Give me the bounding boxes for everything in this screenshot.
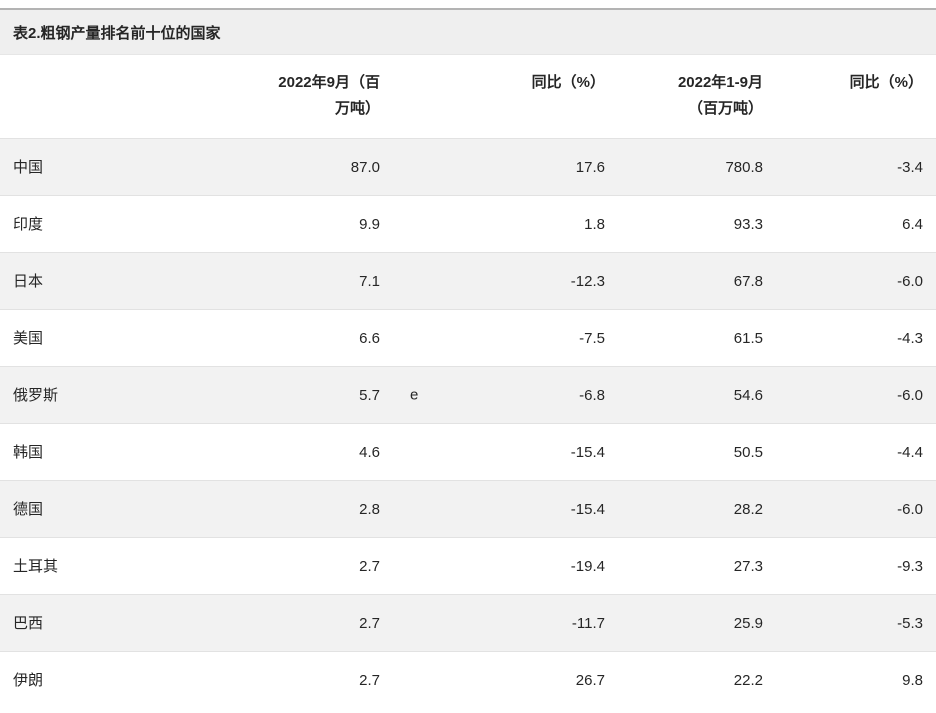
yoy-sep-cell: 17.6 — [575, 158, 605, 176]
sep-value-cell: 6.6 — [359, 329, 380, 347]
yoy-cum-cell: -5.3 — [897, 614, 923, 632]
header-line: （百万吨） — [687, 100, 763, 117]
column-header-yoy-sep: 同比（%） — [393, 55, 618, 139]
cum-value-cell: 28.2 — [733, 500, 763, 518]
sep-value-cell: 2.8 — [359, 500, 380, 518]
yoy-cum-cell: -3.4 — [897, 158, 923, 176]
country-cell: 伊朗 — [13, 671, 44, 689]
table-row-south-korea: 韩国 4.6 -15.4 50.5 -4.4 — [0, 423, 936, 481]
sep-value-cell: 7.1 — [359, 272, 380, 290]
country-cell: 韩国 — [13, 443, 44, 461]
column-header-sep-2022: 2022年9月（百 万吨） — [242, 55, 393, 139]
table-row-russia: 俄罗斯 5.7 e -6.8 54.6 -6.0 — [0, 366, 936, 424]
cum-value-cell: 54.6 — [733, 386, 763, 404]
table-body: 中国 87.0 17.6 780.8 -3.4 印度 9.9 1.8 93.3 … — [0, 138, 936, 709]
country-cell: 美国 — [13, 329, 44, 347]
yoy-sep-cell: -15.4 — [570, 500, 605, 518]
cum-value-cell: 780.8 — [725, 158, 763, 176]
table-header: 2022年9月（百 万吨） 同比（%） 2022年1-9月 （百万吨） 同比（%… — [0, 55, 936, 139]
table-row-germany: 德国 2.8 -15.4 28.2 -6.0 — [0, 480, 936, 538]
cum-value-cell: 61.5 — [733, 329, 763, 347]
table-row-japan: 日本 7.1 -12.3 67.8 -6.0 — [0, 252, 936, 310]
country-cell: 印度 — [13, 215, 44, 233]
cum-value-cell: 25.9 — [733, 614, 763, 632]
table-row-china: 中国 87.0 17.6 780.8 -3.4 — [0, 138, 936, 196]
estimate-note: e — [410, 386, 419, 404]
yoy-cum-cell: -6.0 — [897, 386, 923, 404]
sep-value-cell: 2.7 — [359, 557, 380, 575]
crude-steel-top10-table: 2022年9月（百 万吨） 同比（%） 2022年1-9月 （百万吨） 同比（%… — [0, 55, 936, 709]
country-cell: 日本 — [13, 272, 44, 290]
table-title: 表2.粗钢产量排名前十位的国家 — [0, 8, 936, 55]
yoy-cum-cell: -4.4 — [897, 443, 923, 461]
table-row-usa: 美国 6.6 -7.5 61.5 -4.3 — [0, 309, 936, 367]
cum-value-cell: 67.8 — [733, 272, 763, 290]
sep-value-cell: 2.7 — [359, 614, 380, 632]
country-cell: 中国 — [13, 158, 44, 176]
cum-value-cell: 27.3 — [733, 557, 763, 575]
yoy-sep-cell: 1.8 — [584, 215, 605, 233]
table-row-iran: 伊朗 2.7 26.7 22.2 9.8 — [0, 651, 936, 709]
country-cell: 俄罗斯 — [13, 386, 59, 404]
yoy-sep-cell: -7.5 — [579, 329, 605, 347]
yoy-sep-cell: -11.7 — [571, 614, 605, 632]
header-line: 同比（%） — [849, 74, 923, 91]
yoy-cum-cell: -6.0 — [897, 272, 923, 290]
yoy-sep-cell: 26.7 — [575, 671, 605, 689]
country-cell: 土耳其 — [13, 557, 59, 575]
yoy-cum-cell: -4.3 — [897, 329, 923, 347]
column-header-yoy-cum: 同比（%） — [776, 55, 936, 139]
header-row: 2022年9月（百 万吨） 同比（%） 2022年1-9月 （百万吨） 同比（%… — [0, 55, 936, 139]
yoy-sep-cell: -15.4 — [570, 443, 605, 461]
sep-value-cell: 2.7 — [359, 671, 380, 689]
yoy-cum-cell: 6.4 — [902, 215, 923, 233]
sep-value-cell: 5.7 e — [242, 367, 418, 424]
header-line: 2022年1-9月 — [677, 74, 763, 91]
yoy-sep-cell: -6.8 — [579, 386, 605, 404]
table-row-india: 印度 9.9 1.8 93.3 6.4 — [0, 195, 936, 253]
yoy-cum-cell: -9.3 — [897, 557, 923, 575]
header-line: 2022年9月（百 — [278, 74, 380, 91]
yoy-cum-cell: -6.0 — [897, 500, 923, 518]
column-header-jan-sep-2022: 2022年1-9月 （百万吨） — [618, 55, 776, 139]
yoy-sep-cell: -19.4 — [570, 557, 605, 575]
sep-value: 5.7 — [359, 386, 380, 404]
column-header-country — [0, 55, 242, 139]
country-cell: 德国 — [13, 500, 44, 518]
sep-value-cell: 87.0 — [350, 158, 380, 176]
header-line: 同比（%） — [531, 74, 605, 91]
cum-value-cell: 50.5 — [733, 443, 763, 461]
yoy-cum-cell: 9.8 — [902, 671, 923, 689]
cum-value-cell: 22.2 — [733, 671, 763, 689]
yoy-sep-cell: -12.3 — [570, 272, 605, 290]
cum-value-cell: 93.3 — [733, 215, 763, 233]
header-line: 万吨） — [334, 100, 380, 117]
table-row-brazil: 巴西 2.7 -11.7 25.9 -5.3 — [0, 594, 936, 652]
table-row-turkey: 土耳其 2.7 -19.4 27.3 -9.3 — [0, 537, 936, 595]
sep-value-cell: 4.6 — [359, 443, 380, 461]
sep-value-cell: 9.9 — [359, 215, 380, 233]
country-cell: 巴西 — [13, 614, 44, 632]
